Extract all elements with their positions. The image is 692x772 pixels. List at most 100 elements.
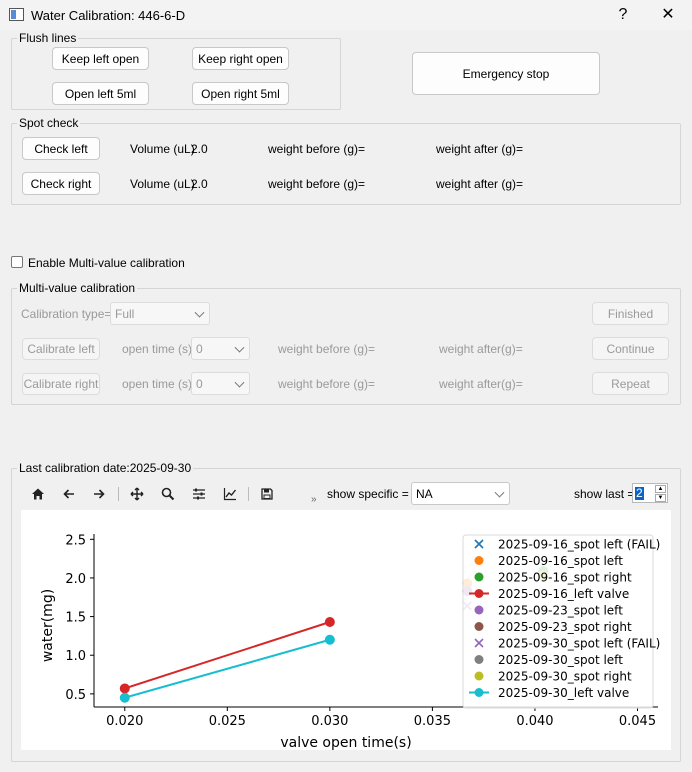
right-volume-label: Volume (uL) xyxy=(130,177,195,191)
home-icon[interactable] xyxy=(27,484,49,504)
legend-entry: 2025-09-16_left valve xyxy=(498,587,629,601)
data-point xyxy=(119,692,130,703)
show-specific-select[interactable]: NA xyxy=(411,482,510,505)
right-open-time-label: open time (s) xyxy=(122,377,193,391)
plot-canvas: 0.020 0.025 0.030 0.035 0.040 0.045 0.5 1.0 1.5 2… xyxy=(40,533,660,751)
forward-arrow-icon[interactable] xyxy=(88,484,110,504)
left-open-time-select[interactable]: 0 xyxy=(191,337,250,360)
chevron-down-icon xyxy=(234,377,245,388)
check-right-button[interactable]: Check right xyxy=(22,172,100,195)
repeat-button[interactable]: Repeat xyxy=(592,372,669,395)
y-tick-label: 1.0 xyxy=(65,649,86,664)
x-axis-label: valve open time(s) xyxy=(280,735,411,750)
legend-entry: 2025-09-30_spot left xyxy=(498,653,623,667)
right-open-time-select[interactable]: 0 xyxy=(191,372,250,395)
help-button[interactable]: ? xyxy=(618,6,628,23)
chevron-down-icon xyxy=(194,307,205,318)
edit-axes-icon[interactable] xyxy=(219,484,241,504)
legend-marker xyxy=(474,638,484,648)
show-last-spinbox[interactable]: 2 ▲ ▼ xyxy=(632,483,668,503)
x-tick-label: 0.025 xyxy=(209,714,246,729)
multi-right-weight-after-label: weight after(g)= xyxy=(439,377,523,391)
flush-lines-group xyxy=(11,38,341,110)
legend-marker xyxy=(474,605,484,615)
right-open-time-value: 0 xyxy=(196,376,203,391)
emergency-stop-button[interactable]: Emergency stop xyxy=(412,52,600,95)
continue-button[interactable]: Continue xyxy=(592,337,669,360)
y-tick-label: 2.5 xyxy=(65,533,86,548)
calibration-type-select[interactable]: Full xyxy=(110,302,210,325)
legend-entry: 2025-09-16_spot left xyxy=(498,554,623,568)
legend-box xyxy=(462,534,654,709)
left-open-time-value: 0 xyxy=(196,341,203,356)
multi-left-weight-before-label: weight before (g)= xyxy=(278,342,376,356)
multi-value-group xyxy=(11,288,681,405)
left-volume-value: 2.0 xyxy=(191,142,208,156)
data-point xyxy=(324,634,335,645)
left-volume-label: Volume (uL) xyxy=(130,142,195,156)
toolbar-separator xyxy=(118,487,119,501)
right-volume-value: 2.0 xyxy=(191,177,208,191)
calibrate-right-button[interactable]: Calibrate right xyxy=(22,373,100,395)
enable-multi-label[interactable]: Enable Multi-value calibration xyxy=(28,256,185,270)
legend-entry: 2025-09-23_spot right xyxy=(498,620,632,634)
spin-down-icon[interactable]: ▼ xyxy=(655,494,666,502)
legend-marker xyxy=(474,572,484,582)
multi-left-weight-after-label: weight after(g)= xyxy=(439,342,523,356)
data-point xyxy=(324,617,335,627)
finished-button[interactable]: Finished xyxy=(592,302,669,325)
right-weight-after-label: weight after (g)= xyxy=(436,177,524,191)
keep-right-open-button[interactable]: Keep right open xyxy=(192,47,289,70)
legend-entry: 2025-09-23_spot left xyxy=(498,604,623,618)
series-line xyxy=(124,621,331,690)
calibrate-left-button[interactable]: Calibrate left xyxy=(22,338,100,360)
toolbar-separator xyxy=(248,487,249,501)
y-tick-label: 2.0 xyxy=(65,572,86,587)
legend-marker xyxy=(474,622,484,631)
data-point xyxy=(119,683,130,694)
legend-marker xyxy=(474,539,484,549)
show-last-value[interactable]: 2 xyxy=(635,486,644,500)
enable-multi-checkbox[interactable] xyxy=(11,256,23,268)
x-tick-label: 0.020 xyxy=(106,714,143,729)
spin-up-icon[interactable]: ▲ xyxy=(655,485,666,493)
show-specific-value: NA xyxy=(416,486,433,501)
y-tick-label: 1.5 xyxy=(65,611,86,626)
left-weight-after-label: weight after (g)= xyxy=(436,142,524,156)
zoom-magnifier-icon[interactable] xyxy=(157,484,179,504)
show-specific-label: show specific = xyxy=(327,487,409,501)
x-tick-label: 0.030 xyxy=(311,714,348,729)
spot-check-group xyxy=(11,123,681,205)
save-figure-icon[interactable] xyxy=(256,484,278,504)
multi-right-weight-before-label: weight before (g)= xyxy=(278,377,376,391)
series-line xyxy=(124,638,331,699)
x-tick-label: 0.035 xyxy=(414,714,451,729)
legend-marker xyxy=(474,671,484,681)
chevron-down-icon xyxy=(494,487,505,498)
y-axis-label: water(mg) xyxy=(40,589,56,662)
show-last-label: show last = xyxy=(574,487,635,501)
chevron-down-icon xyxy=(234,342,245,353)
flush-lines-title: Flush lines xyxy=(17,31,79,45)
keep-left-open-button[interactable]: Keep left open xyxy=(52,47,149,70)
y-tick-label: 0.5 xyxy=(65,688,86,703)
legend-entry: 2025-09-16_spot left (FAIL) xyxy=(498,538,660,552)
open-left-5ml-button[interactable]: Open left 5ml xyxy=(52,82,149,105)
legend-marker xyxy=(474,589,484,598)
check-left-button[interactable]: Check left xyxy=(22,137,100,160)
spot-check-title: Spot check xyxy=(17,116,81,130)
x-tick-label: 0.040 xyxy=(516,714,553,729)
open-right-5ml-button[interactable]: Open right 5ml xyxy=(192,82,289,105)
legend-entry: 2025-09-30_spot left (FAIL) xyxy=(498,637,660,651)
legend-entry: 2025-09-16_spot right xyxy=(498,571,632,585)
back-arrow-icon[interactable] xyxy=(58,484,80,504)
legend-marker xyxy=(474,655,484,664)
calibration-type-label: Calibration type= xyxy=(21,307,112,321)
pan-move-icon[interactable] xyxy=(126,484,148,504)
configure-subplots-icon[interactable] xyxy=(188,484,210,504)
toolbar-overflow-icon[interactable]: » xyxy=(311,494,317,505)
close-button[interactable]: ✕ xyxy=(661,6,675,23)
x-tick-label: 0.045 xyxy=(619,714,656,729)
last-calibration-group xyxy=(11,468,681,762)
title-bar xyxy=(0,0,692,30)
